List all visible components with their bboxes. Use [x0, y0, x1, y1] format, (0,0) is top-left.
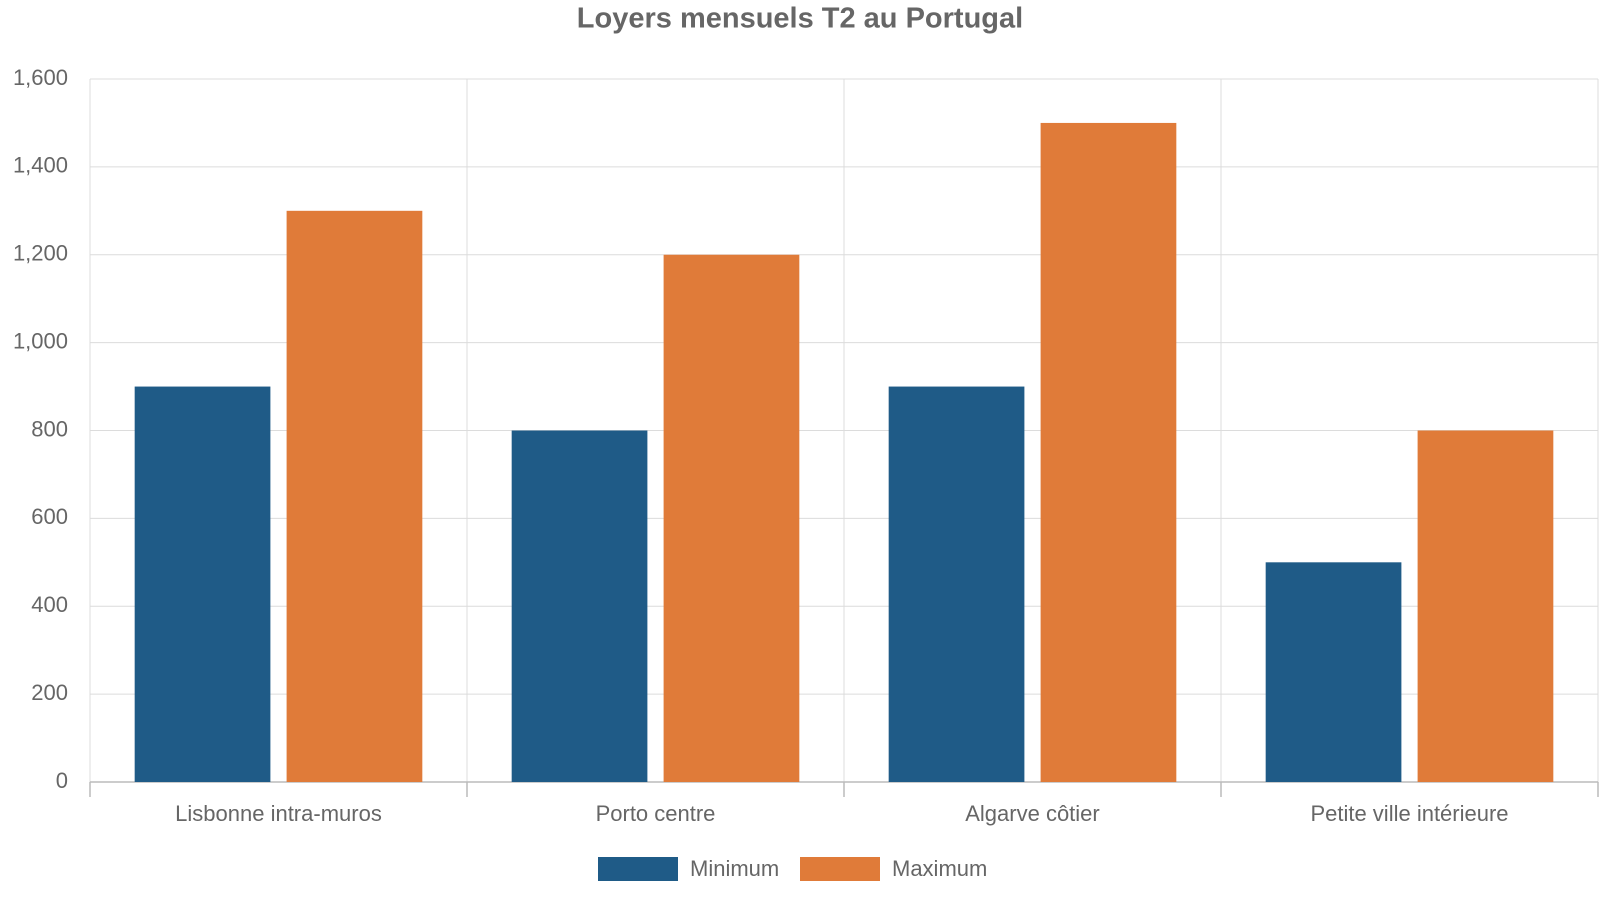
- y-tick-label: 1,200: [13, 241, 68, 266]
- x-tick-label: Petite ville intérieure: [1310, 801, 1508, 826]
- chart-title: Loyers mensuels T2 au Portugal: [577, 3, 1023, 35]
- y-tick-label: 800: [31, 416, 68, 441]
- bar: [1040, 122, 1177, 782]
- bar: [663, 254, 800, 782]
- x-tick-label: Algarve côtier: [965, 801, 1100, 826]
- legend-label: Minimum: [690, 856, 779, 881]
- y-tick-label: 0: [56, 768, 68, 793]
- y-tick-label: 400: [31, 592, 68, 617]
- y-tick-label: 1,600: [13, 65, 68, 90]
- bar: [511, 430, 648, 782]
- y-tick-label: 1,000: [13, 328, 68, 353]
- legend-swatch: [598, 857, 678, 881]
- bar: [1265, 562, 1402, 782]
- bar: [1417, 430, 1554, 782]
- bar: [888, 386, 1025, 782]
- legend-swatch: [800, 857, 880, 881]
- x-tick-label: Lisbonne intra-muros: [175, 801, 382, 826]
- y-tick-label: 600: [31, 504, 68, 529]
- y-tick-label: 1,400: [13, 153, 68, 178]
- bar: [134, 386, 271, 782]
- legend-label: Maximum: [892, 856, 987, 881]
- y-tick-label: 200: [31, 680, 68, 705]
- bar: [286, 210, 423, 782]
- x-tick-label: Porto centre: [596, 801, 716, 826]
